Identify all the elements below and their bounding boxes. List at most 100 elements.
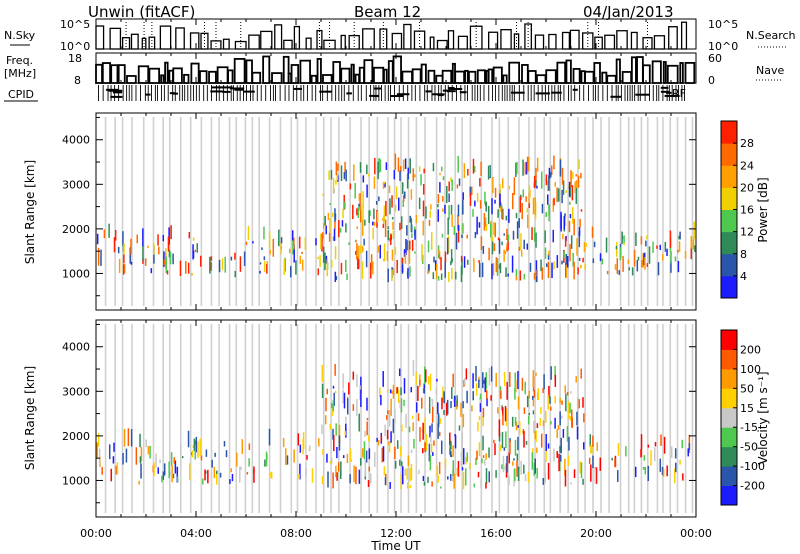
scan-stripe — [121, 324, 124, 513]
echo-cell — [446, 399, 449, 415]
echo-cell — [322, 193, 324, 197]
scan-stripe — [669, 324, 672, 513]
echo-cell — [446, 185, 448, 203]
echo-cell — [192, 444, 195, 449]
echo-cell — [435, 388, 438, 395]
freq-bar — [606, 74, 617, 84]
echo-cell — [492, 177, 494, 194]
echo-cell — [595, 467, 598, 484]
echo-cell — [548, 205, 550, 222]
echo-cell — [321, 383, 324, 399]
echo-cell — [103, 229, 106, 239]
scan-stripe — [684, 324, 687, 513]
echo-cell — [415, 402, 418, 413]
echo-cell — [346, 398, 349, 415]
echo-cell — [428, 219, 431, 226]
echo-cell — [399, 170, 401, 182]
cpid-text-mark — [369, 94, 378, 97]
echo-cell — [440, 257, 442, 271]
echo-cell — [535, 275, 538, 283]
scan-stripe — [577, 117, 579, 306]
echo-cell — [397, 157, 400, 172]
freq-bar — [227, 69, 234, 84]
freq-bar — [126, 75, 137, 84]
echo-cell — [562, 233, 564, 240]
echo-cell — [345, 169, 347, 182]
echo-cell — [601, 258, 604, 265]
nsky-bar — [616, 30, 628, 50]
freq-bar — [316, 58, 322, 84]
echo-cell — [391, 269, 393, 282]
nsky-bar — [130, 33, 139, 50]
freq-bar — [593, 62, 601, 84]
nsky-bar — [109, 27, 122, 50]
echo-cell — [554, 395, 556, 404]
echo-cell — [693, 221, 696, 239]
echo-cell — [569, 415, 572, 421]
echo-cell — [108, 223, 110, 238]
echo-cell — [514, 416, 517, 426]
echo-cell — [519, 196, 522, 213]
echo-cell — [536, 468, 538, 479]
echo-cell — [523, 431, 525, 448]
echo-cell — [534, 197, 536, 215]
echo-cell — [352, 404, 355, 411]
echo-cell — [501, 431, 504, 449]
echo-cell — [129, 247, 131, 264]
nave-tick-bottom: 0 — [708, 74, 715, 87]
freq-bar — [383, 68, 388, 84]
echo-cell — [529, 262, 532, 272]
echo-cell — [599, 457, 602, 471]
freq-bar — [199, 70, 208, 84]
echo-cell — [560, 437, 562, 454]
echo-cell — [469, 186, 472, 197]
echo-cell — [545, 212, 547, 218]
echo-cell — [431, 399, 434, 408]
echo-cell — [147, 245, 149, 249]
scan-stripe — [142, 324, 145, 513]
cpid-text-mark — [431, 93, 445, 96]
echo-cell — [423, 168, 425, 174]
echo-cell — [579, 218, 581, 228]
echo-cell — [209, 256, 211, 274]
nsky-bar — [548, 33, 557, 50]
echo-cell — [404, 158, 407, 169]
echo-cell — [540, 406, 542, 415]
echo-cell — [428, 264, 430, 271]
echo-cell — [458, 178, 461, 186]
echo-cell — [319, 255, 321, 268]
echo-cell — [268, 428, 271, 446]
scan-stripe — [633, 324, 636, 513]
echo-cell — [335, 180, 337, 185]
echo-cell — [265, 451, 268, 467]
echo-cell — [592, 447, 594, 461]
scan-stripe — [349, 117, 351, 306]
echo-cell — [406, 173, 409, 189]
echo-cell — [402, 159, 405, 172]
echo-cell — [516, 453, 519, 461]
echo-cell — [478, 260, 480, 264]
echo-cell — [357, 207, 360, 218]
echo-cell — [152, 243, 155, 255]
echo-cell — [333, 392, 335, 406]
nsky-tick-bottom-left: 10^0 — [60, 40, 90, 53]
echo-cell — [367, 173, 370, 177]
nsky-tick-top-right: 10^5 — [708, 18, 738, 31]
echo-cell — [520, 233, 522, 251]
echo-cell — [334, 363, 336, 376]
echo-cell — [158, 246, 160, 255]
time-tick-label: 00:00 — [80, 527, 112, 540]
echo-cell — [564, 213, 567, 226]
echo-cell — [561, 189, 563, 204]
freq-bar — [572, 68, 581, 84]
echo-cell — [498, 264, 501, 269]
echo-cell — [505, 431, 507, 449]
echo-cell — [420, 174, 422, 186]
scan-stripe — [162, 117, 164, 306]
echo-cell — [379, 159, 382, 172]
echo-cell — [541, 203, 544, 214]
echo-cell — [535, 260, 538, 276]
echo-cell — [345, 423, 347, 438]
nsky-bar — [141, 37, 147, 50]
scan-stripe — [461, 324, 463, 513]
